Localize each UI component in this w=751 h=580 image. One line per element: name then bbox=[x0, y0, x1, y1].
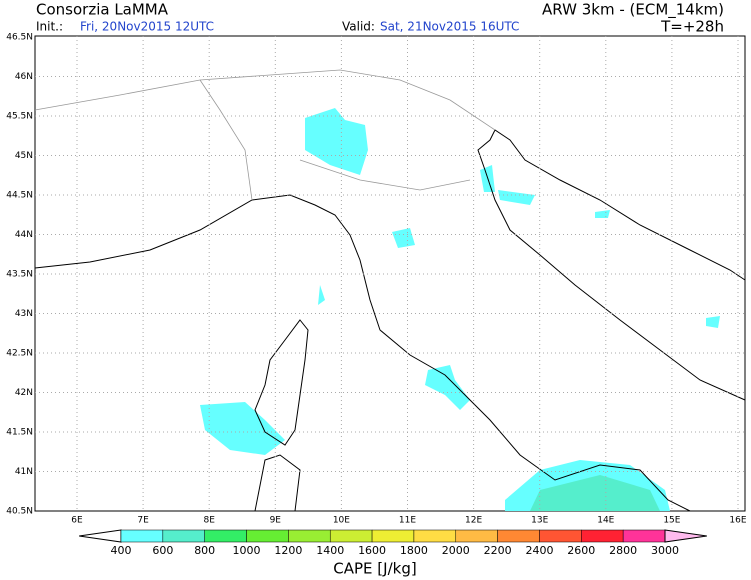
valid-label: Valid: bbox=[342, 20, 375, 34]
model: ARW 3km - (ECM_14km) bbox=[542, 1, 724, 20]
lon-label: 14E bbox=[597, 516, 614, 526]
lon-label: 10E bbox=[333, 516, 350, 526]
colorbar-tick-label: 800 bbox=[194, 544, 215, 557]
colorbar-tick-label: 1600 bbox=[358, 544, 386, 557]
lon-label: 13E bbox=[531, 516, 548, 526]
cape-area bbox=[305, 108, 368, 175]
colorbar-swatch bbox=[497, 529, 540, 543]
colorbar-swatch bbox=[581, 529, 624, 543]
lat-label: 41N bbox=[15, 467, 33, 477]
init-label: Init.: bbox=[36, 20, 63, 34]
lon-label: 15E bbox=[663, 516, 680, 526]
frame bbox=[34, 35, 746, 512]
colorbar-swatch bbox=[246, 529, 289, 543]
valid-time: Sat, 21Nov2015 16UTC bbox=[380, 20, 519, 34]
lat-label: 41.5N bbox=[6, 428, 33, 438]
lon-label: 6E bbox=[71, 516, 83, 526]
colorbar-tick-label: 1200 bbox=[274, 544, 302, 557]
lon-label: 16E bbox=[729, 516, 746, 526]
colorbar-end bbox=[79, 529, 122, 543]
lon-label: 11E bbox=[399, 516, 416, 526]
border bbox=[199, 79, 253, 201]
colorbar-tick-label: 2600 bbox=[567, 544, 595, 557]
colorbar-swatch bbox=[329, 529, 373, 543]
colorbar-tick-label: 1000 bbox=[233, 544, 261, 557]
lon-label: 9E bbox=[270, 516, 282, 526]
border bbox=[34, 69, 496, 131]
colorbar-swatch bbox=[162, 529, 205, 543]
cape-area bbox=[392, 228, 415, 248]
colorbar-swatch bbox=[622, 529, 666, 543]
cape-area bbox=[318, 285, 325, 305]
colorbar-tick-label: 600 bbox=[152, 544, 173, 557]
colorbar-tick-label: 2200 bbox=[484, 544, 512, 557]
lat-label: 46.5N bbox=[6, 33, 33, 43]
lat-label: 43N bbox=[15, 309, 33, 319]
colorbar-tick-label: 3000 bbox=[651, 544, 679, 557]
colorbar-tick-label: 1400 bbox=[316, 544, 344, 557]
lon-label: 12E bbox=[465, 516, 482, 526]
lat-label: 42.5N bbox=[6, 349, 33, 359]
corsica bbox=[254, 319, 309, 446]
title: Consorzia LaMMA bbox=[36, 1, 169, 19]
cape-area bbox=[200, 402, 285, 455]
coastline bbox=[477, 129, 746, 401]
colorbar-swatch bbox=[539, 529, 582, 543]
coastline bbox=[34, 194, 691, 512]
colorbar-swatch bbox=[120, 529, 164, 543]
colorbar-swatch bbox=[455, 529, 498, 543]
colorbar-tick-label: 2800 bbox=[609, 544, 637, 557]
colorbar-swatch bbox=[371, 529, 415, 543]
lon-label: 8E bbox=[203, 516, 215, 526]
colorbar-swatch bbox=[288, 529, 331, 543]
cape-area bbox=[425, 365, 470, 410]
lat-label: 42N bbox=[15, 388, 33, 398]
cape-area bbox=[498, 190, 535, 205]
borders bbox=[34, 69, 496, 201]
colorbar-tick-label: 2400 bbox=[525, 544, 553, 557]
coastlines bbox=[34, 129, 746, 512]
colorbar-tick-label: 1800 bbox=[400, 544, 428, 557]
lon-label: 7E bbox=[137, 516, 149, 526]
colorbar-swatch bbox=[413, 529, 457, 543]
cape-area bbox=[706, 316, 720, 328]
colorbar: 400 600 800 1000 1200 1400 1600 1800 2000 2200 240… bbox=[79, 529, 707, 557]
lat-label: 43.5N bbox=[6, 270, 33, 280]
colorbar-swatch bbox=[204, 529, 247, 543]
lat-label: 44.5N bbox=[6, 191, 33, 201]
border bbox=[299, 159, 471, 191]
colorbar-tick-label: 2000 bbox=[442, 544, 470, 557]
lat-label: 44N bbox=[15, 230, 33, 240]
lat-label: 46N bbox=[15, 72, 33, 82]
colorbar-tick-label: 400 bbox=[111, 544, 132, 557]
init-time: Fri, 20Nov2015 12UTC bbox=[80, 20, 214, 34]
colorbar-end bbox=[664, 529, 707, 543]
lat-label: 40.5N bbox=[6, 507, 33, 517]
lat-label: 45.5N bbox=[6, 112, 33, 122]
lead-time: T=+28h bbox=[660, 18, 724, 36]
map-area bbox=[34, 35, 746, 512]
colorbar-label: CAPE [J/kg] bbox=[333, 560, 416, 578]
cape-area-strong bbox=[530, 475, 660, 511]
sardinia bbox=[254, 454, 301, 512]
lat-label: 45N bbox=[15, 151, 33, 161]
